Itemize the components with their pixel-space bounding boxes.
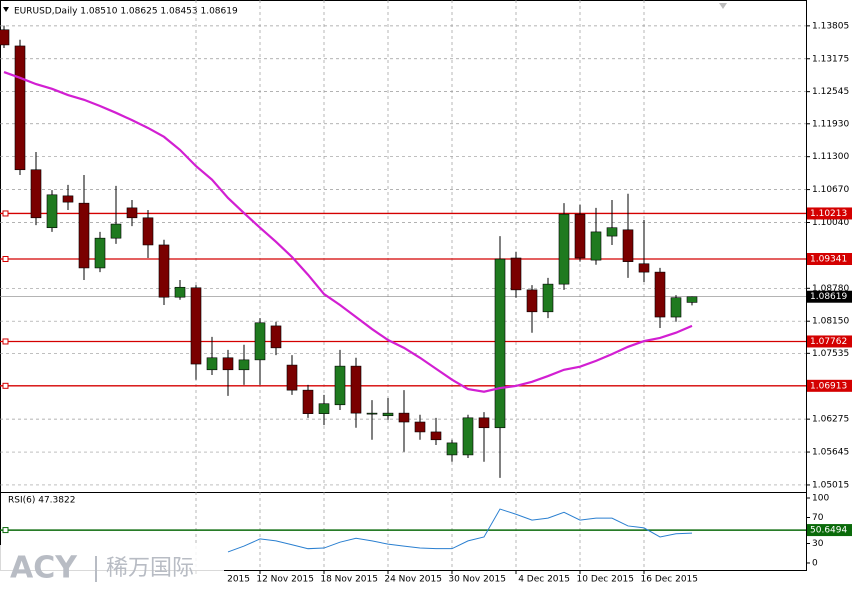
y-tick-label: 100 [812,494,829,504]
candle-body [270,325,282,349]
candle-body [622,229,634,262]
candle-body [222,357,234,371]
price-tag [807,207,852,220]
price-tag-label: 1.09341 [810,255,847,265]
y-tick-label: 1.05645 [812,448,849,458]
price-tag [807,379,852,392]
candle-body [142,217,154,246]
level-anchor [2,382,9,389]
x-tick-label: 10 Dec 2015 [577,575,635,585]
candle-body [62,195,74,203]
y-tick-label: 1.06275 [812,415,849,425]
candle-body [158,244,170,298]
scroll-arrow[interactable] [719,3,727,9]
candle-body [126,207,138,219]
y-tick-label: 1.12545 [812,87,849,97]
candle-body [174,286,186,298]
candle-body [350,365,362,414]
candle-body [606,227,618,237]
candle-body [382,412,394,417]
x-tick-label: 12 Nov 2015 [256,575,314,585]
candle-body [686,296,698,303]
candle-body [302,389,314,414]
logo-brand: ACY [10,551,78,586]
level-anchor [2,210,9,217]
y-tick-label: 1.07535 [812,349,849,359]
x-tick-label: 24 Nov 2015 [384,575,442,585]
x-tick-label: 4 Dec 2015 [518,575,570,585]
level-anchor [2,338,9,345]
candle-body [30,169,42,219]
price-tag-label: 1.10213 [810,209,847,219]
candle-body [334,365,346,406]
logo-backdrop [0,545,224,592]
chart-title: EURUSD,Daily 1.08510 1.08625 1.08453 1.0… [14,7,238,17]
candle-body [398,412,410,423]
y-tick-label: 1.05015 [812,480,849,490]
moving-average [3,71,693,393]
y-tick-label: 0 [812,558,818,568]
candle-body [190,287,202,365]
candle-body [94,237,106,269]
candle-body [206,357,218,371]
x-tick-label: 18 Nov 2015 [320,575,378,585]
candle-body [558,213,570,285]
x-tick-label: 30 Nov 2015 [448,575,506,585]
price-tag [807,335,852,348]
menu-arrow[interactable] [3,7,9,12]
candle-body [414,421,426,433]
candle-body [110,223,122,239]
candle-body [654,271,666,318]
candle-body [254,322,266,361]
x-tick-label: 16 Dec 2015 [641,575,699,585]
candle-body [462,417,474,456]
logo-chinese: 稀万国际 [106,556,194,581]
y-tick-label: 30 [812,539,824,549]
y-tick-label: 1.10670 [812,185,849,195]
candle-body [590,231,602,261]
candle-body [510,257,522,291]
price-tag-label: 1.08619 [810,292,847,302]
y-tick-label: 1.10040 [812,218,849,228]
frame [0,0,807,571]
candle-body [574,213,586,259]
y-tick-label: 1.11300 [812,152,849,162]
candle-body [542,283,554,313]
price-tag-label: 1.06913 [810,381,847,391]
candle-body [0,29,10,46]
candle-body [526,289,538,313]
y-tick-label: 1.08150 [812,317,849,327]
candle-body [670,297,682,318]
price-tag [807,524,852,537]
x-tick-label: 2015 [227,575,250,585]
candle-body [638,263,650,273]
y-tick-label: 1.11930 [812,119,849,129]
rsi-title: RSI(6) 47.3822 [8,496,75,506]
candle-body [318,403,330,414]
candle-body [494,258,506,429]
candle-body [286,364,298,391]
rsi-line [227,508,693,553]
candle-body [478,417,490,429]
y-tick-label: 70 [812,513,824,523]
level-anchor [2,256,9,263]
candle-body [430,431,442,441]
price-tag-label: 50.6494 [810,526,847,536]
level-anchor [2,527,9,534]
candle-body [46,194,58,229]
y-tick-label: 1.13805 [812,21,849,31]
candle-body [78,202,90,269]
candle-body [446,442,458,456]
price-tag [807,253,852,266]
price-tag [807,290,852,303]
y-tick-label: 1.13175 [812,54,849,64]
candle-body [366,412,378,415]
candle-body [238,359,250,371]
y-tick-label: 1.08780 [812,284,849,294]
candle-body [14,45,26,171]
price-tag-label: 1.07762 [810,337,847,347]
